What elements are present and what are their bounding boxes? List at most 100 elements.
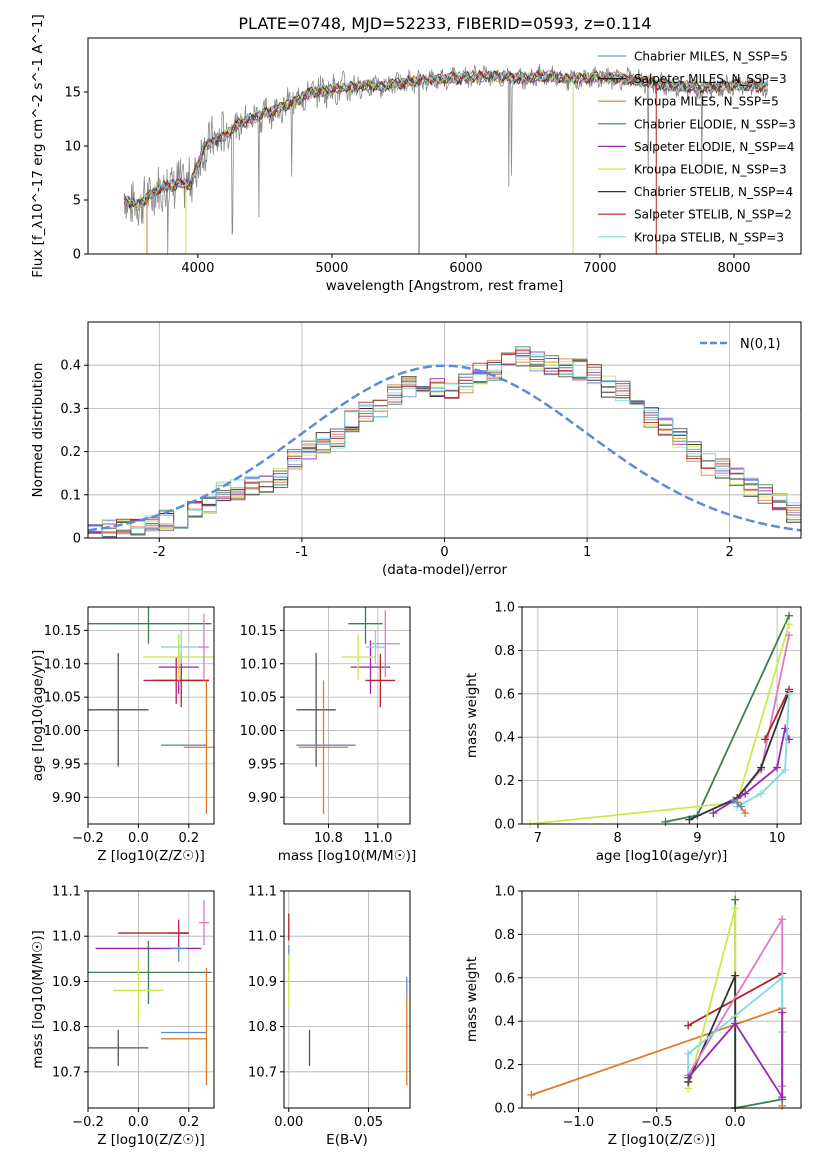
y-tick-label: 0.8 xyxy=(494,928,515,943)
x-tick-label: −1.0 xyxy=(563,1115,595,1130)
y-tick-label: 10.05 xyxy=(44,691,81,706)
normal-curve xyxy=(87,364,802,532)
y-tick-label: 0.6 xyxy=(494,971,515,986)
x-axis-label: Z [log10(Z/Z☉)] xyxy=(97,1132,205,1148)
y-tick-label: 0.4 xyxy=(494,1015,515,1030)
y-tick-label: 11.0 xyxy=(248,930,277,945)
x-axis-label: Z [log10(Z/Z☉)] xyxy=(97,848,205,864)
series-line xyxy=(764,689,790,740)
y-tick-label: 0.4 xyxy=(60,359,81,374)
y-tick-label: 0.4 xyxy=(494,731,515,746)
series-line xyxy=(687,1012,784,1101)
series-point xyxy=(685,815,694,824)
y-tick-label: 0.0 xyxy=(494,1102,515,1117)
legend-label: Kroupa MILES, N_SSP=5 xyxy=(634,95,779,109)
series-point xyxy=(761,735,770,744)
chart-age_vs_mass: 10.8 11.0 9.90 9.95 10.00 10.05 10.10 10.15 mass… xyxy=(240,606,416,864)
y-axis-label: Normed distribution xyxy=(30,363,46,498)
plot-frame xyxy=(521,606,802,825)
series-point xyxy=(773,763,782,772)
legend-label: Salpeter ELODIE, N_SSP=4 xyxy=(634,140,795,154)
y-tick-label: 0.2 xyxy=(60,445,81,460)
series-point xyxy=(757,763,766,772)
legend-label: Chabrier STELIB, N_SSP=4 xyxy=(634,185,793,199)
y-tick-label: 0.6 xyxy=(494,687,515,702)
y-tick-label: 1.0 xyxy=(494,885,515,900)
x-tick-label: −0.5 xyxy=(641,1115,673,1130)
legend-label: Chabrier ELODIE, N_SSP=3 xyxy=(634,117,796,131)
x-tick-label: -1 xyxy=(295,545,308,560)
y-tick-label: 0.3 xyxy=(60,402,81,417)
x-tick-label: −0.2 xyxy=(72,831,104,846)
y-tick-label: 10.15 xyxy=(44,624,81,639)
x-tick-label: 0 xyxy=(440,545,448,560)
y-tick-label: 0 xyxy=(73,532,81,547)
x-tick-label: 8000 xyxy=(717,261,750,276)
x-tick-label: 0.2 xyxy=(178,1115,199,1130)
plot-frame xyxy=(87,890,215,1109)
legend-label: Kroupa ELODIE, N_SSP=3 xyxy=(634,163,787,177)
chart-residuals: -2 -1 0 1 2 0 0.1 0.2 0.3 0.4 (data-model)/error No… xyxy=(30,321,802,578)
chart-weight_vs_Z: −1.0 −0.5 0.0 0.0 0.2 0.4 0.6 0.8 1.0 Z [log10(Z/… xyxy=(464,885,802,1148)
x-axis-label: E(B-V) xyxy=(326,1132,368,1148)
x-tick-label: 10.8 xyxy=(314,831,343,846)
series-point xyxy=(757,789,766,798)
y-tick-label: 9.95 xyxy=(248,757,277,772)
series-line xyxy=(687,975,784,1078)
x-tick-label: 0.0 xyxy=(128,831,149,846)
legend-label: Chabrier MILES, N_SSP=5 xyxy=(634,50,788,64)
chart-mass_vs_Z: −0.2 0.0 0.2 10.7 10.8 10.9 11.0 11.1 Z [log10(Z… xyxy=(30,885,215,1148)
y-tick-label: 1.0 xyxy=(494,601,515,616)
series-point xyxy=(684,1021,693,1030)
x-tick-label: 5000 xyxy=(315,261,348,276)
series-point xyxy=(778,1093,787,1102)
x-tick-label: −0.2 xyxy=(72,1115,104,1130)
series-point xyxy=(684,1049,693,1058)
y-tick-label: 10.10 xyxy=(240,657,277,672)
plot-frame xyxy=(283,606,411,825)
y-tick-label: 5 xyxy=(73,194,81,209)
series-point xyxy=(741,809,750,818)
x-tick-label: 0.05 xyxy=(354,1115,383,1130)
y-tick-label: 10.10 xyxy=(44,657,81,672)
y-tick-label: 0.8 xyxy=(494,644,515,659)
y-tick-label: 10.7 xyxy=(248,1065,277,1080)
x-tick-label: 0.0 xyxy=(725,1115,746,1130)
series-point xyxy=(729,796,738,805)
plot-frame xyxy=(87,606,215,825)
y-tick-label: 10.8 xyxy=(248,1020,277,1035)
legend-label: Salpeter STELIB, N_SSP=2 xyxy=(634,208,792,222)
series-point xyxy=(778,973,787,982)
y-tick-label: 10.15 xyxy=(240,624,277,639)
x-axis-label: age [log10(age/yr)] xyxy=(596,848,728,864)
y-tick-label: 10.05 xyxy=(240,691,277,706)
y-tick-label: 0.1 xyxy=(60,488,81,503)
y-tick-label: 10.7 xyxy=(52,1065,81,1080)
y-tick-label: 0.2 xyxy=(494,1058,515,1073)
x-tick-label: 8 xyxy=(614,831,622,846)
series-line xyxy=(665,615,790,823)
y-tick-label: 10 xyxy=(64,140,81,155)
x-axis-label: (data-model)/error xyxy=(382,562,508,578)
series-point xyxy=(785,620,794,629)
y-tick-label: 0 xyxy=(73,248,81,263)
y-tick-label: 0.2 xyxy=(494,774,515,789)
x-tick-label: 7 xyxy=(534,831,542,846)
y-tick-label: 0.0 xyxy=(494,818,515,833)
y-axis-label: mass weight xyxy=(464,957,480,1042)
y-tick-label: 10.8 xyxy=(52,1020,81,1035)
series-point xyxy=(737,802,746,811)
series-point xyxy=(741,789,750,798)
series-line xyxy=(687,908,737,1089)
y-tick-label: 11.1 xyxy=(248,885,277,900)
series-point xyxy=(785,611,794,620)
plot-frame xyxy=(87,321,802,539)
series-point xyxy=(781,765,790,774)
plot-frame xyxy=(87,37,802,255)
y-tick-label: 10.9 xyxy=(248,975,277,990)
x-axis-label: Z [log10(Z/Z☉)] xyxy=(608,1132,716,1148)
x-tick-label: 0.00 xyxy=(274,1115,303,1130)
y-tick-label: 10.00 xyxy=(240,724,277,739)
chart-mass_vs_ebv: 0.00 0.05 10.7 10.8 10.9 11.0 11.1 E(B-V) xyxy=(248,885,411,1148)
plot-frame xyxy=(283,890,411,1109)
